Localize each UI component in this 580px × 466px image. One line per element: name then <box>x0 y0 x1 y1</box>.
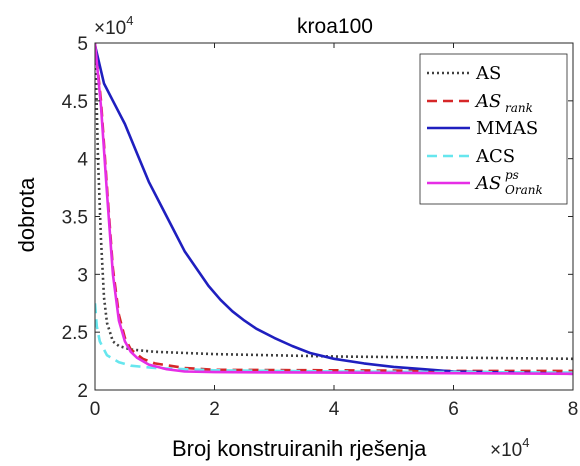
y-tick-label: 3.5 <box>62 208 88 229</box>
legend-subscript: rank <box>505 101 533 115</box>
legend-main: AS <box>475 63 501 84</box>
x-multiplier-base: ×10 <box>490 440 522 461</box>
series-line-AS_Orank_ps <box>95 43 573 376</box>
legend-main: MMAS <box>476 118 538 139</box>
legend-subscript: Orank <box>505 183 543 197</box>
y-tick-label: 5 <box>77 34 88 55</box>
x-tick-label: 2 <box>209 399 220 420</box>
series-line-MMAS <box>95 45 573 376</box>
x-multiplier-exponent: 4 <box>522 435 529 450</box>
x-tick-label: 6 <box>448 399 459 420</box>
y-tick-label: 2.5 <box>62 323 88 344</box>
legend-main: AS <box>474 91 501 112</box>
y-tick-label: 4.5 <box>62 92 88 113</box>
series-layer <box>95 43 573 376</box>
x-tick-label: 4 <box>329 399 340 420</box>
legend-label-AS: AS <box>475 63 501 84</box>
y-tick-label: 3 <box>77 265 88 286</box>
y-tick-label: 4 <box>77 150 88 171</box>
y-multiplier-base: ×10 <box>94 18 126 39</box>
ticks-layer: 0 2 4 6 822.533.544.55 <box>62 34 579 420</box>
legend: AS AS rank MMAS ACS AS Orankps <box>419 53 568 205</box>
legend-label-MMAS: MMAS <box>476 118 538 139</box>
x-multiplier: ×104 <box>490 435 529 461</box>
x-axis-label: Broj konstruiranih rješenja <box>172 436 427 461</box>
x-tick-label: 0 <box>90 399 101 420</box>
chart-title: kroa100 <box>297 15 373 38</box>
legend-main: AS <box>474 173 501 194</box>
series-group <box>95 43 573 376</box>
y-multiplier-exponent: 4 <box>126 13 133 28</box>
legend-label-AS_rank: AS rank <box>474 91 533 115</box>
x-tick-label: 8 <box>568 399 579 420</box>
y-multiplier: ×104 <box>94 13 133 39</box>
legend-superscript: ps <box>505 168 519 182</box>
y-axis-label: dobrota <box>14 177 39 252</box>
y-tick-label: 2 <box>77 381 88 402</box>
legend-label-ACS: ACS <box>475 146 515 167</box>
legend-label-AS_Orank_ps: AS Orankps <box>474 168 543 197</box>
legend-main: ACS <box>475 146 515 167</box>
